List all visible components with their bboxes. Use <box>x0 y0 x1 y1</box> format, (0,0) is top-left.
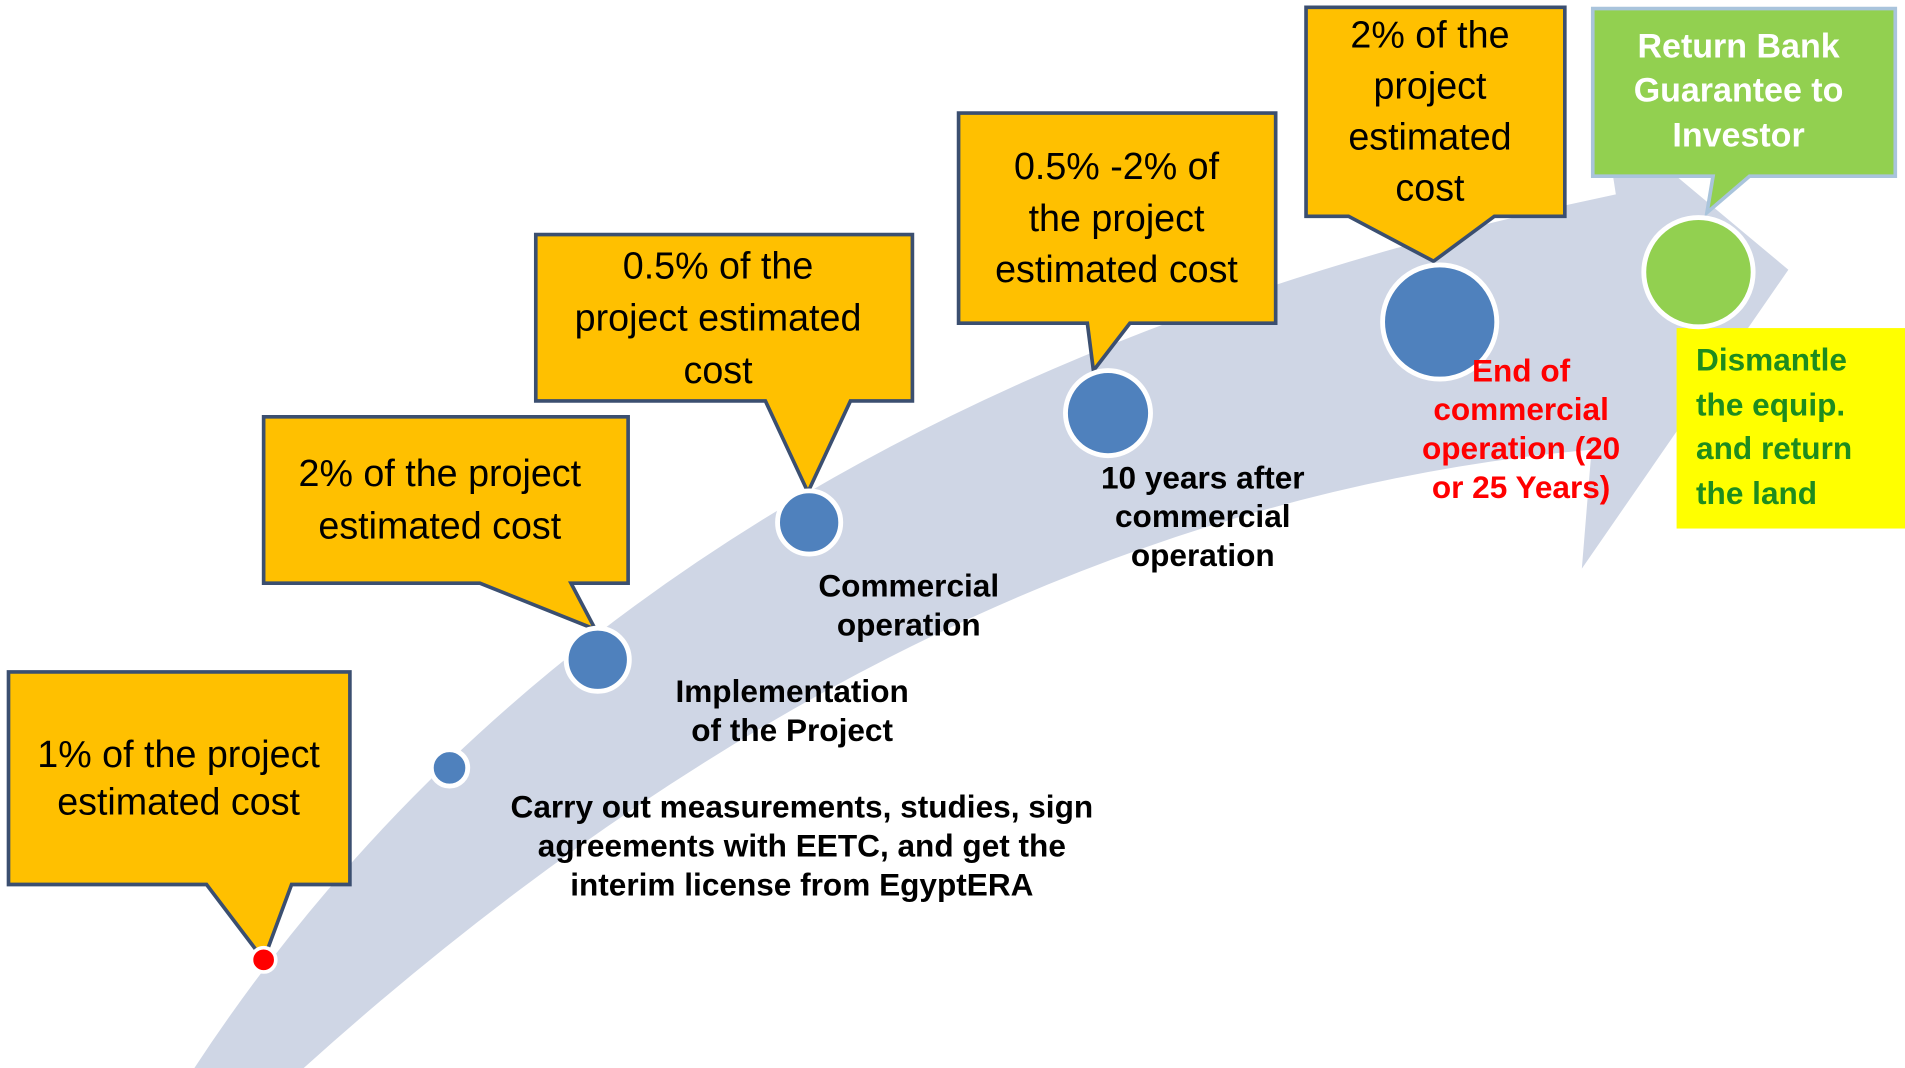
text: 0.5% of the <box>623 244 814 286</box>
text: Guarantee to <box>1634 71 1844 109</box>
milestone-dot <box>1380 262 1500 382</box>
text: 2% of the project <box>299 452 582 494</box>
milestone-dot <box>428 747 471 789</box>
label: End of <box>1472 352 1571 388</box>
text: Investor <box>1672 116 1804 154</box>
label: commercial <box>1115 498 1291 534</box>
callout <box>956 111 1278 376</box>
text: project estimated <box>575 297 862 339</box>
milestone-dot <box>563 625 632 694</box>
text: Return Bank <box>1637 28 1839 66</box>
label: agreements with EETC, and get the <box>538 827 1066 863</box>
milestone-dot <box>775 488 844 557</box>
milestone-labels: Carry out measurements, studies, sign ag… <box>511 341 1853 902</box>
label: 10 years after <box>1101 459 1305 495</box>
callout <box>533 232 915 497</box>
text: the project <box>1029 197 1205 239</box>
text: 1% of the project <box>37 733 320 775</box>
text: estimated <box>1348 116 1511 158</box>
label: commercial <box>1433 391 1609 427</box>
text: 0.5% -2% of <box>1014 145 1220 187</box>
text: estimated cost <box>995 248 1238 290</box>
label: operation (20 <box>1422 430 1620 466</box>
label: or 25 Years) <box>1432 469 1611 505</box>
text: estimated cost <box>318 504 561 546</box>
callout <box>6 670 352 964</box>
final-dot <box>1641 215 1756 330</box>
callout <box>1304 5 1567 264</box>
text: project <box>1373 65 1487 107</box>
start-dot <box>249 945 278 974</box>
label: operation <box>1131 537 1275 573</box>
label: the land <box>1696 475 1817 511</box>
label: Dismantle <box>1696 341 1847 377</box>
label: Implementation <box>675 673 908 709</box>
text: estimated cost <box>57 780 300 822</box>
label: the equip. <box>1696 386 1845 422</box>
label: operation <box>837 606 981 642</box>
label: interim license from EgyptERA <box>570 866 1033 902</box>
label: Carry out measurements, studies, sign <box>511 789 1094 825</box>
callout <box>261 414 630 633</box>
text: cost <box>1395 167 1465 209</box>
label: and return <box>1696 430 1852 466</box>
callout-text-green: Return Bank Guarantee to Investor <box>1634 28 1844 155</box>
highlight-box <box>1676 328 1905 529</box>
label: of the Project <box>691 712 893 748</box>
callout-text: 1% of the project estimated cost 2% of t… <box>37 14 1511 823</box>
text: 2% of the <box>1350 14 1509 56</box>
label: Commercial <box>818 567 999 603</box>
text: cost <box>683 349 753 391</box>
callout-green <box>1590 6 1898 218</box>
milestone-dot <box>1063 368 1153 459</box>
